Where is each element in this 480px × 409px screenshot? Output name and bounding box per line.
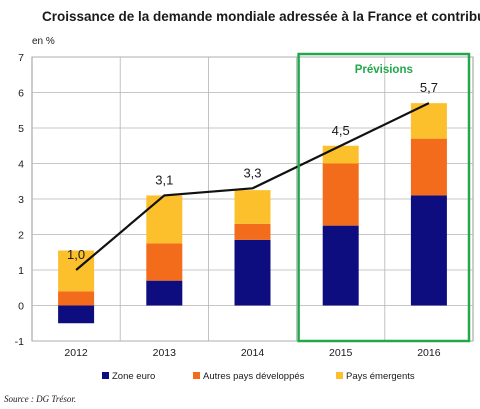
forecast-box: Prévisions — [297, 52, 471, 343]
bar-segment — [146, 195, 183, 244]
y-tick-label: 1 — [18, 265, 24, 277]
x-tick-label: 2016 — [417, 347, 441, 359]
x-tick-label: 2015 — [329, 347, 353, 359]
legend-label: Zone euro — [112, 371, 155, 382]
legend-swatch — [336, 372, 343, 379]
bar-segment — [58, 250, 95, 292]
legend: Zone euro Autres pays développés Pays émer… — [102, 371, 415, 382]
bar-segment — [234, 223, 271, 240]
bar-segment — [234, 239, 271, 306]
y-tick-label: 5 — [18, 123, 24, 135]
bar-segment — [410, 195, 447, 306]
data-label: 4,5 — [332, 123, 350, 138]
data-label: 3,1 — [155, 172, 173, 187]
y-tick-label: -1 — [15, 336, 24, 348]
y-tick-label: 0 — [18, 301, 24, 313]
data-label: 5,7 — [420, 80, 438, 95]
legend-swatch — [193, 372, 200, 379]
x-tick-label: 2012 — [64, 347, 88, 359]
axes: -1 0 1 2 3 4 5 6 7 2012 2013 2014 2015 2016 — [15, 52, 441, 359]
bar-segment — [322, 145, 359, 164]
bar-segment — [58, 305, 95, 324]
bars — [58, 103, 447, 324]
forecast-frame — [297, 52, 471, 343]
total-line: 1,0 3,1 3,3 4,5 5,7 — [67, 80, 438, 271]
legend-swatch — [102, 372, 109, 379]
bar-segment — [146, 243, 183, 281]
bar-segment — [146, 280, 183, 306]
bar-segment — [322, 225, 359, 306]
y-tick-label: 7 — [18, 52, 24, 64]
x-tick-label: 2013 — [153, 347, 177, 359]
y-tick-label: 2 — [18, 230, 24, 242]
y-tick-label: 3 — [18, 194, 24, 206]
bar-segment — [322, 163, 359, 226]
data-label: 1,0 — [67, 247, 85, 262]
chart-title: Croissance de la demande mondiale adress… — [42, 9, 480, 24]
data-label: 3,3 — [243, 165, 261, 180]
x-tick-label: 2014 — [241, 347, 265, 359]
source-note: Source : DG Trésor. — [4, 394, 76, 404]
forecast-label: Prévisions — [355, 64, 413, 76]
gridlines — [31, 56, 474, 342]
legend-label: Autres pays développés — [203, 371, 305, 382]
bar-segment — [58, 291, 95, 306]
bar-segment — [410, 138, 447, 196]
legend-label: Pays émergents — [346, 371, 415, 382]
y-tick-label: 4 — [18, 159, 24, 171]
bar-segment — [234, 190, 271, 224]
total-growth-line — [75, 102, 430, 271]
y-tick-label: 6 — [18, 88, 24, 100]
y-unit-label: en % — [32, 36, 55, 47]
